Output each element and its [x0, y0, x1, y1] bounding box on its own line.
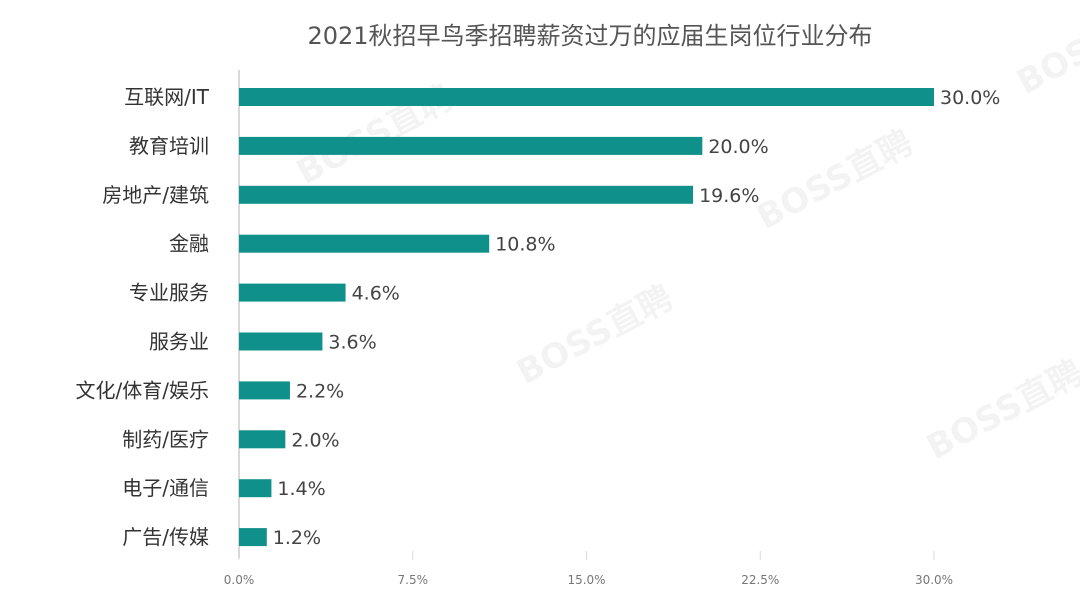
category-labels: 互联网/IT 教育培训房地产/建筑金融专业服务服务业文化/体育/娱乐制药/医疗电子… — [76, 85, 210, 549]
bar — [239, 136, 703, 155]
x-tick-label: 22.5% — [741, 573, 779, 587]
bar — [239, 283, 346, 302]
bar — [239, 479, 272, 498]
bar — [239, 528, 267, 547]
data-label: 30.0% — [940, 87, 1000, 109]
chart-title: 2021秋招早鸟季招聘薪资过万的应届生岗位行业分布 — [307, 22, 872, 50]
x-tick-label: 15.0% — [567, 573, 605, 587]
watermark-text: BOSS直聘 — [510, 278, 679, 393]
data-label: 1.4% — [277, 478, 325, 500]
data-label: 4.6% — [352, 283, 400, 305]
category-label: 电子/通信 — [122, 476, 209, 500]
bar — [239, 332, 323, 351]
watermarks: BOSS直聘BOSS直聘BOSS直聘BOSS直聘BOSS直聘 — [290, 0, 1080, 468]
data-label: 2.2% — [296, 380, 344, 402]
data-label: 10.8% — [495, 234, 555, 256]
category-label: 制药/医疗 — [122, 427, 209, 451]
category-label: 金融 — [169, 232, 209, 256]
data-label: 20.0% — [708, 136, 768, 158]
category-label: 房地产/建筑 — [102, 183, 209, 207]
data-label: 1.2% — [273, 527, 321, 549]
category-label: 教育培训 — [129, 134, 209, 158]
watermark-text: BOSS直聘 — [1010, 0, 1080, 103]
watermark-text: BOSS直聘 — [920, 353, 1080, 468]
category-label: 广告/传媒 — [122, 525, 209, 549]
bars — [239, 88, 934, 547]
bar — [239, 88, 934, 106]
bar — [239, 234, 490, 253]
x-axis-ticks: 0.0% 7.5% 15.0% 22.5% 30.0% — [224, 551, 953, 587]
x-tick-label: 30.0% — [915, 573, 953, 587]
data-label: 2.0% — [291, 429, 339, 451]
bar — [239, 381, 290, 400]
data-label: 3.6% — [328, 332, 376, 354]
x-tick-label: 0.0% — [224, 573, 255, 587]
bar — [239, 185, 694, 204]
value-labels: 30.0% 20.0% 19.6% 10.8% 4.6% 3.6% 2.2% 2.0% 1.4%… — [273, 87, 1001, 549]
watermark-text: BOSS直聘 — [750, 123, 919, 238]
category-label: 互联网/IT — [124, 85, 210, 109]
bar — [239, 430, 286, 449]
category-label: 专业服务 — [129, 281, 209, 305]
data-label: 19.6% — [699, 185, 759, 207]
category-label: 文化/体育/娱乐 — [76, 378, 209, 402]
x-tick-label: 7.5% — [398, 573, 429, 587]
category-label: 服务业 — [149, 330, 209, 354]
